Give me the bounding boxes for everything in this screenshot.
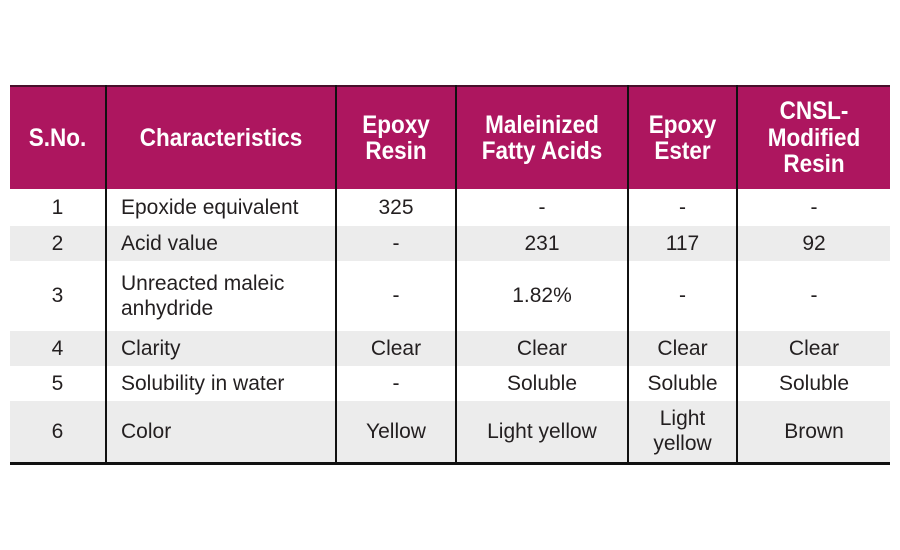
cell-sno: 2 [10,226,107,261]
col-header-cnsl-modified-resin: CNSL-Modified Resin [737,85,890,189]
col-header-maleinized-fatty-acids-label: Maleinized Fatty Acids [481,110,603,165]
cell-characteristic: Acid value [106,226,337,261]
cell-characteristic: Epoxide equivalent [106,189,337,226]
cell-characteristic: Color [106,401,337,465]
table-row: 5 Solubility in water - Soluble Soluble … [10,366,890,401]
resin-characteristics-table: S.No. Characteristics Epoxy Resin Malein… [10,85,890,465]
cell-epoxy-ester: - [628,189,738,226]
header-row: S.No. Characteristics Epoxy Resin Malein… [10,85,890,189]
cell-maleinized-fatty-acids: - [456,189,629,226]
cell-epoxy-resin: Yellow [336,401,457,465]
col-header-epoxy-resin-label: Epoxy Resin [362,110,430,165]
col-header-epoxy-resin: Epoxy Resin [336,85,457,189]
cell-epoxy-ester: Light yellow [628,401,738,465]
col-header-epoxy-ester-label: Epoxy Ester [648,110,717,165]
cell-epoxy-ester: Soluble [628,366,738,401]
col-header-characteristics-label: Characteristics [139,123,303,152]
table-header: S.No. Characteristics Epoxy Resin Malein… [10,85,890,189]
col-header-characteristics: Characteristics [106,85,337,189]
cell-epoxy-resin: Clear [336,331,457,366]
cell-sno: 1 [10,189,107,226]
table-row: 3 Unreacted maleic anhydride - 1.82% - - [10,261,890,331]
table-row: 6 Color Yellow Light yellow Light yellow… [10,401,890,465]
cell-epoxy-resin: - [336,366,457,401]
cell-sno: 5 [10,366,107,401]
cell-epoxy-ester: - [628,261,738,331]
cell-sno: 3 [10,261,107,331]
cell-characteristic: Unreacted maleic anhydride [106,261,337,331]
col-header-sno: S.No. [10,85,107,189]
col-header-epoxy-ester: Epoxy Ester [628,85,738,189]
cell-epoxy-resin: 325 [336,189,457,226]
cell-cnsl-modified-resin: 92 [737,226,890,261]
cell-epoxy-ester: 117 [628,226,738,261]
table-body: 1 Epoxide equivalent 325 - - - 2 Acid va… [10,189,890,465]
col-header-cnsl-modified-resin-label: CNSL-Modified Resin [767,97,861,179]
cell-cnsl-modified-resin: Clear [737,331,890,366]
cell-maleinized-fatty-acids: 231 [456,226,629,261]
cell-maleinized-fatty-acids: 1.82% [456,261,629,331]
table-row: 4 Clarity Clear Clear Clear Clear [10,331,890,366]
col-header-maleinized-fatty-acids: Maleinized Fatty Acids [456,85,629,189]
cell-epoxy-resin: - [336,226,457,261]
cell-cnsl-modified-resin: - [737,261,890,331]
cell-epoxy-ester: Clear [628,331,738,366]
table-row: 1 Epoxide equivalent 325 - - - [10,189,890,226]
table-row: 2 Acid value - 231 117 92 [10,226,890,261]
cell-sno: 6 [10,401,107,465]
cell-characteristic: Clarity [106,331,337,366]
cell-cnsl-modified-resin: Soluble [737,366,890,401]
cell-epoxy-resin: - [336,261,457,331]
cell-cnsl-modified-resin: - [737,189,890,226]
cell-characteristic: Solubility in water [106,366,337,401]
cell-maleinized-fatty-acids: Light yellow [456,401,629,465]
cell-maleinized-fatty-acids: Soluble [456,366,629,401]
col-header-sno-label: S.No. [28,123,87,152]
cell-cnsl-modified-resin: Brown [737,401,890,465]
cell-sno: 4 [10,331,107,366]
cell-maleinized-fatty-acids: Clear [456,331,629,366]
